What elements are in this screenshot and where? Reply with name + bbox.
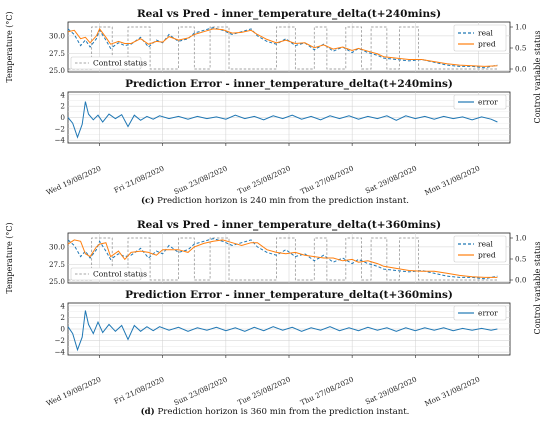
y-axis-label: Temperature (°C) <box>5 11 14 82</box>
y-tick-label: 2 <box>60 102 65 111</box>
temperature-panel-240: 25.0 27.5 30.0 0.0 0.5 1.0 Real vs Pred - inne… <box>5 8 542 124</box>
control-status-line <box>68 26 498 70</box>
series-real-line <box>67 27 498 69</box>
error-panel-360: 4 2 0 −2 −4 Prediction Error - inner_temperat… <box>54 289 511 357</box>
legend-box <box>70 56 142 70</box>
series-pred-line <box>67 27 498 67</box>
x-tick-label: Sun 23/08/2020 <box>172 163 229 196</box>
x-tick-label: Tue 25/08/2020 <box>236 163 292 196</box>
series-error-line <box>67 101 498 139</box>
y-tick-label: −2 <box>54 336 65 345</box>
caption-letter: (d) <box>140 407 155 417</box>
y2-axis-label: Control variable status <box>533 241 542 334</box>
legend-box <box>70 267 142 281</box>
series-error-line <box>67 310 498 352</box>
y2-tick-label: 0.0 <box>515 276 527 285</box>
legend: real pred <box>453 235 507 263</box>
date-axis-240: Wed 19/08/2020 Fri 21/08/2020 Sun 23/08/20… <box>45 143 482 197</box>
caption-letter: (c) <box>140 196 155 206</box>
x-tick-label: Fri 21/08/2020 <box>112 374 166 405</box>
x-tick-label: Fri 21/08/2020 <box>112 163 166 194</box>
caption-d: (d) Prediction horizon is 360 min from t… <box>0 407 550 417</box>
y2-tick-label: 0.5 <box>515 44 527 53</box>
y-tick-label: 30.0 <box>49 242 65 251</box>
y2-axis-label: Control variable status <box>533 30 542 123</box>
caption-c: (c) Prediction horizon is 240 min from t… <box>0 196 550 206</box>
x-tick-label: Mon 31/08/2020 <box>423 374 482 408</box>
control-status-line <box>68 237 498 281</box>
control-legend: Control status <box>70 56 147 70</box>
legend-box <box>453 94 507 110</box>
y-axis-label: Temperature (°C) <box>5 222 14 293</box>
y-tick-label: 2 <box>60 313 65 322</box>
series-real-line <box>67 238 498 280</box>
y-tick-label: −2 <box>54 124 65 133</box>
y-tick-label: −4 <box>54 136 65 145</box>
temperature-panel-360: 25.0 27.5 30.0 0.0 0.5 1.0 Real vs Pred - inne… <box>5 219 542 335</box>
y2-tick-label: 1.0 <box>515 234 527 243</box>
x-tick-label: Sat 29/08/2020 <box>364 163 419 195</box>
y-tick-label: 25.0 <box>49 66 65 75</box>
x-tick-label: Wed 19/08/2020 <box>45 374 103 407</box>
x-tick-label: Thu 27/08/2020 <box>299 163 356 196</box>
y-tick-label: 30.0 <box>49 31 65 40</box>
y2-tick-label: 1.0 <box>515 23 527 32</box>
x-tick-label: Wed 19/08/2020 <box>45 163 103 196</box>
y-tick-label: −4 <box>54 348 65 357</box>
x-tick-label: Sat 29/08/2020 <box>364 374 419 406</box>
legend-label: real <box>478 240 493 249</box>
y2-tick-label: 0.0 <box>515 65 527 74</box>
chart-title: Prediction Error - inner_temperature_del… <box>125 289 453 302</box>
legend: error <box>453 305 507 321</box>
legend-label: error <box>478 98 498 107</box>
legend: error <box>453 94 507 110</box>
caption-text: Prediction horizon is 240 min from the p… <box>154 196 410 206</box>
legend-label: error <box>478 309 498 318</box>
control-legend: Control status <box>70 267 147 281</box>
series-pred-line <box>67 239 498 278</box>
legend-label: Control status <box>93 59 147 68</box>
y-tick-label: 4 <box>60 90 65 99</box>
legend-label: pred <box>478 251 496 260</box>
y-tick-label: 27.5 <box>49 49 65 58</box>
legend: real pred <box>453 24 507 52</box>
chart-title: Prediction Error - inner_temperature_del… <box>125 78 453 91</box>
y-tick-label: 4 <box>60 301 65 310</box>
y-tick-label: 25.0 <box>49 277 65 286</box>
legend-label: Control status <box>93 270 147 279</box>
legend-label: pred <box>478 40 496 49</box>
y-tick-label: 0 <box>60 113 65 122</box>
error-panel-240: 4 2 0 −2 −4 Prediction Error - inner_temperat… <box>54 78 511 145</box>
x-tick-label: Thu 27/08/2020 <box>299 374 356 407</box>
x-tick-label: Sun 23/08/2020 <box>172 374 229 407</box>
chart-title: Real vs Pred - inner_temperature_delta(t… <box>137 219 441 232</box>
x-tick-label: Tue 25/08/2020 <box>236 374 292 407</box>
legend-label: real <box>478 29 493 38</box>
caption-text: Prediction horizon is 360 min from the p… <box>154 407 410 417</box>
y-tick-label: 0 <box>60 325 65 334</box>
chart-title: Real vs Pred - inner_temperature_delta(t… <box>137 8 441 21</box>
y2-tick-label: 0.5 <box>515 255 527 264</box>
date-axis-360: Wed 19/08/2020 Fri 21/08/2020 Sun 23/08/20… <box>45 355 482 408</box>
y-tick-label: 27.5 <box>49 260 65 269</box>
x-tick-label: Mon 31/08/2020 <box>423 163 482 197</box>
legend-box <box>453 305 507 321</box>
